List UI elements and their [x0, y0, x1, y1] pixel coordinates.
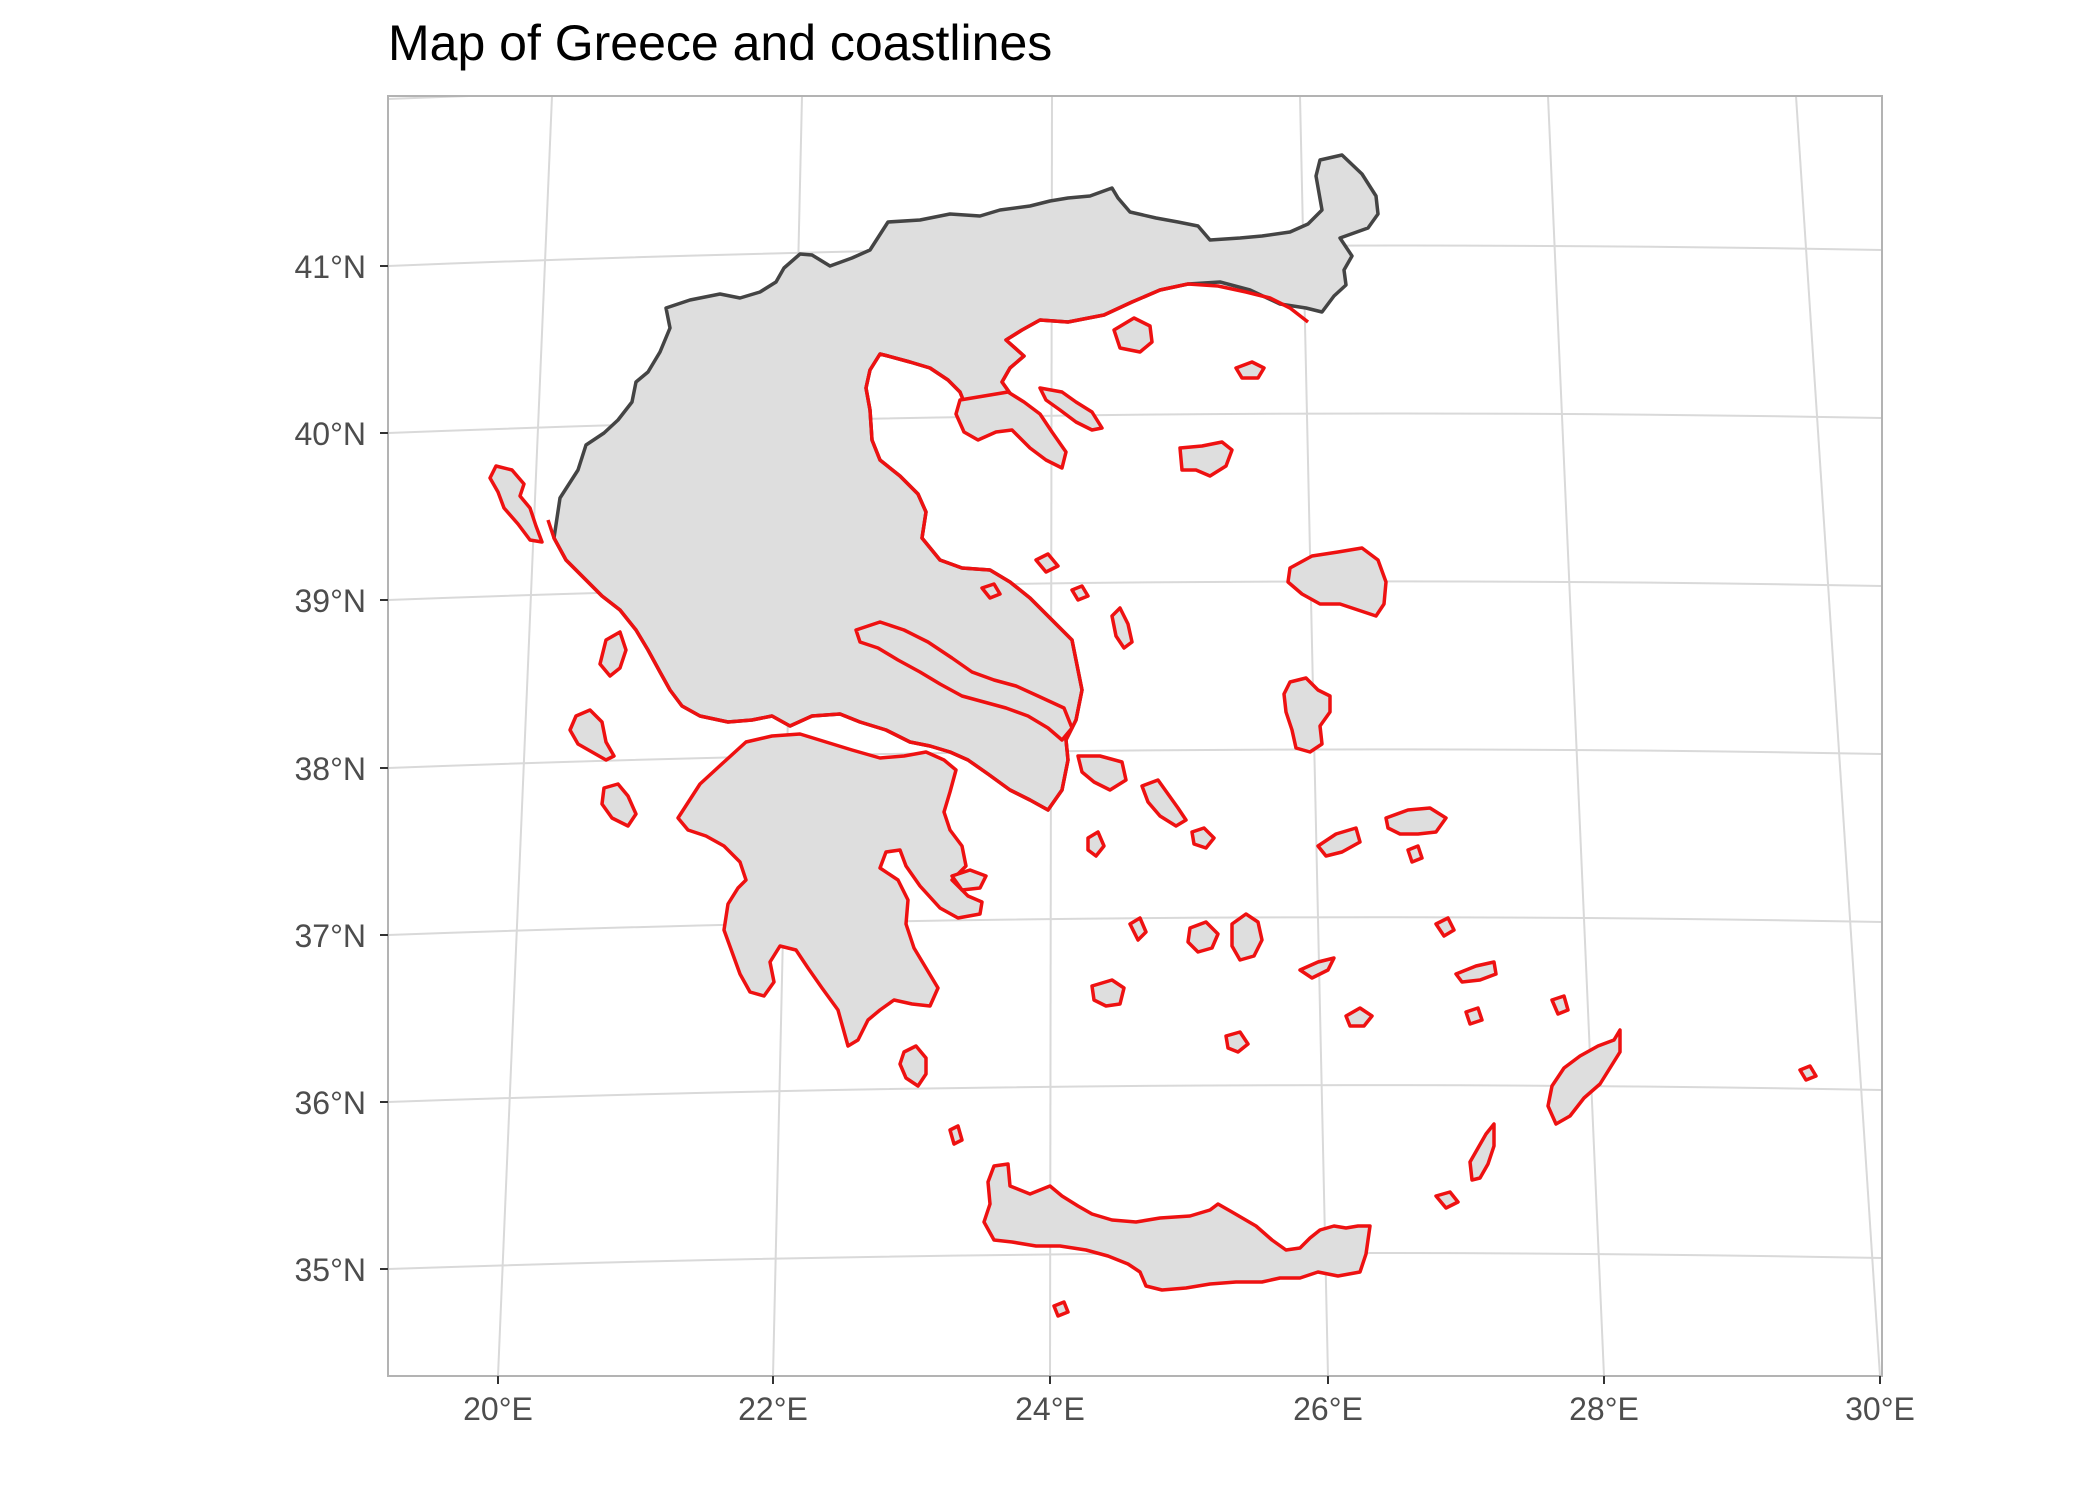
mainland-coastline: [546, 282, 1310, 812]
kos: [1454, 960, 1498, 984]
kythira: [898, 1044, 928, 1088]
greece-mainland: [552, 153, 1380, 812]
lefkada: [598, 630, 628, 678]
andros: [1140, 778, 1188, 828]
y-tick-label: 35°N: [295, 1252, 367, 1288]
graticule-lon-30: [1795, 96, 1881, 1376]
fourni-patmos: [1406, 844, 1424, 864]
y-tick-label: 41°N: [295, 249, 367, 285]
lemnos: [1178, 440, 1234, 478]
antikythera: [948, 1124, 964, 1146]
zakynthos: [600, 782, 638, 828]
nisyros: [1464, 1006, 1484, 1026]
thasos-islet: [1070, 584, 1090, 602]
y-axis-labels: 41°N 40°N 39°N 38°N 37°N 36°N 35°N: [295, 249, 367, 1288]
kastellorizo: [1798, 1064, 1818, 1082]
saronic-islands: [950, 868, 988, 892]
x-tick-label: 26°E: [1293, 1391, 1363, 1427]
naxos: [1230, 912, 1264, 962]
graticule-lat-38: [388, 748, 1882, 769]
santorini: [1224, 1030, 1250, 1054]
samos: [1384, 806, 1448, 836]
y-tick-label: 37°N: [295, 918, 367, 954]
attica-edge: [1076, 754, 1128, 792]
skyros: [1110, 606, 1134, 650]
paros: [1186, 920, 1220, 954]
karpathos: [1468, 1122, 1496, 1182]
graticule-lat-37: [388, 916, 1882, 936]
gavdos: [1052, 1300, 1070, 1318]
symi-tilos: [1550, 994, 1570, 1016]
x-tick-label: 24°E: [1015, 1391, 1085, 1427]
euboea: [854, 620, 1074, 742]
tinos: [1190, 826, 1216, 850]
x-axis-labels: 20°E 22°E 24°E 26°E 28°E 30°E: [463, 1391, 1915, 1427]
crete: [982, 1162, 1372, 1292]
lesbos: [1286, 546, 1388, 618]
astypalaia: [1344, 1006, 1374, 1028]
corfu: [488, 464, 544, 544]
graticule-lat-36: [388, 1084, 1882, 1103]
ikaria: [1316, 826, 1362, 858]
y-tick-label: 39°N: [295, 583, 367, 619]
kasos: [1434, 1190, 1460, 1210]
samothrace: [1234, 360, 1266, 380]
graticule-lon-28: [1547, 96, 1605, 1376]
y-tick-label: 38°N: [295, 751, 367, 787]
map-panel: 41°N 40°N 39°N 38°N 37°N 36°N 35°N 20°E …: [295, 95, 1915, 1427]
peloponnese: [676, 732, 984, 1048]
kea: [1086, 830, 1106, 858]
axis-ticks: [380, 265, 1881, 1384]
milos: [1090, 978, 1126, 1008]
sifnos: [1128, 916, 1148, 942]
alonissos: [1034, 552, 1060, 574]
kefalonia: [568, 708, 616, 762]
athos-peninsula: [1038, 386, 1104, 432]
chios: [1282, 676, 1332, 754]
x-tick-label: 28°E: [1569, 1391, 1639, 1427]
skiathos: [980, 582, 1002, 600]
map-layers: [488, 153, 1818, 1318]
y-tick-label: 36°N: [295, 1085, 367, 1121]
panel-border: [387, 95, 1883, 1377]
rhodes: [1546, 1028, 1622, 1126]
x-tick-label: 30°E: [1845, 1391, 1915, 1427]
map-title: Map of Greece and coastlines: [388, 15, 1052, 71]
ios-amorgos: [1298, 956, 1336, 980]
x-tick-label: 20°E: [463, 1391, 533, 1427]
x-tick-label: 22°E: [738, 1391, 808, 1427]
leros-kalymnos: [1434, 916, 1456, 938]
chalkidiki: [954, 390, 1068, 470]
thasos: [1112, 316, 1154, 354]
y-tick-label: 40°N: [295, 416, 367, 452]
graticule-lon-20: [497, 96, 553, 1376]
